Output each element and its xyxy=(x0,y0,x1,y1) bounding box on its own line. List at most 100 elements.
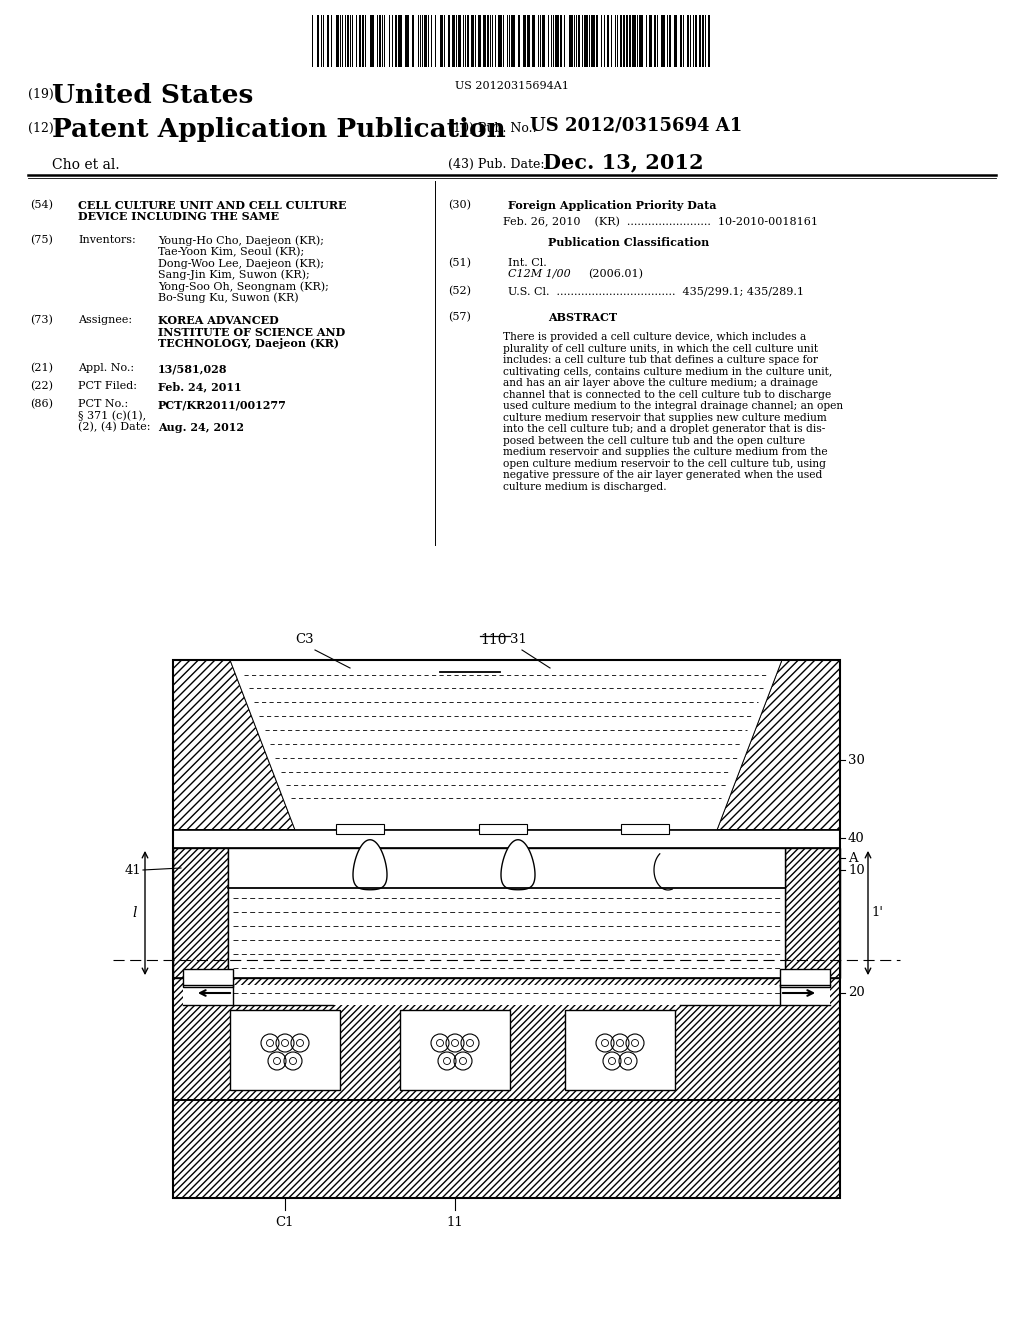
Text: Cho et al.: Cho et al. xyxy=(52,158,120,172)
Text: (75): (75) xyxy=(30,235,53,246)
Text: Feb. 24, 2011: Feb. 24, 2011 xyxy=(158,381,242,392)
Text: Tae-Yoon Kim, Seoul (KR);: Tae-Yoon Kim, Seoul (KR); xyxy=(158,247,304,257)
Text: plurality of cell culture units, in which the cell culture unit: plurality of cell culture units, in whic… xyxy=(503,343,818,354)
Text: 40: 40 xyxy=(848,832,864,845)
Bar xyxy=(695,15,697,67)
Text: Dec. 13, 2012: Dec. 13, 2012 xyxy=(543,152,703,172)
Bar xyxy=(412,15,414,67)
Bar xyxy=(699,15,701,67)
Bar xyxy=(708,15,710,67)
Bar xyxy=(584,15,588,67)
Text: Feb. 26, 2010    (KR)  ........................  10-2010-0018161: Feb. 26, 2010 (KR) .....................… xyxy=(503,218,818,227)
Bar xyxy=(702,15,705,67)
Bar xyxy=(511,15,515,67)
Bar xyxy=(173,978,840,1100)
Bar xyxy=(591,15,595,67)
Polygon shape xyxy=(230,660,782,830)
Text: 1': 1' xyxy=(871,907,883,920)
Bar xyxy=(785,847,840,978)
Bar xyxy=(173,847,228,978)
Text: Patent Application Publication: Patent Application Publication xyxy=(52,117,506,143)
Bar xyxy=(230,1010,340,1090)
Bar xyxy=(674,15,677,67)
Bar xyxy=(623,15,625,67)
Text: U.S. Cl.  ..................................  435/299.1; 435/289.1: U.S. Cl. ...............................… xyxy=(508,286,804,296)
Text: (22): (22) xyxy=(30,381,53,391)
Bar xyxy=(532,15,535,67)
Text: PCT No.:: PCT No.: xyxy=(78,399,128,409)
Polygon shape xyxy=(353,840,387,890)
Bar xyxy=(370,15,374,67)
Text: and has an air layer above the culture medium; a drainage: and has an air layer above the culture m… xyxy=(503,379,818,388)
Text: includes: a cell culture tub that defines a culture space for: includes: a cell culture tub that define… xyxy=(503,355,818,366)
Text: United States: United States xyxy=(52,83,253,108)
Text: culture medium reservoir that supplies new culture medium: culture medium reservoir that supplies n… xyxy=(503,413,826,422)
Bar xyxy=(527,15,530,67)
Bar xyxy=(560,15,562,67)
Text: US 2012/0315694 A1: US 2012/0315694 A1 xyxy=(530,117,742,135)
Bar xyxy=(336,824,384,834)
Bar xyxy=(578,15,580,67)
Bar xyxy=(452,15,455,67)
Text: (86): (86) xyxy=(30,399,53,409)
Bar xyxy=(183,969,233,987)
Bar xyxy=(639,15,643,67)
Bar xyxy=(317,15,319,67)
Text: 20: 20 xyxy=(848,986,864,999)
Text: 41: 41 xyxy=(124,863,141,876)
Bar xyxy=(362,15,364,67)
Bar xyxy=(620,15,622,67)
Bar xyxy=(687,15,689,67)
Bar xyxy=(596,15,598,67)
Text: TECHNOLOGY, Daejeon (KR): TECHNOLOGY, Daejeon (KR) xyxy=(158,338,339,348)
Bar xyxy=(626,15,628,67)
Text: ABSTRACT: ABSTRACT xyxy=(548,312,617,322)
Text: DEVICE INCLUDING THE SAME: DEVICE INCLUDING THE SAME xyxy=(78,211,280,223)
Polygon shape xyxy=(501,840,535,890)
Text: Sang-Jin Kim, Suwon (KR);: Sang-Jin Kim, Suwon (KR); xyxy=(158,269,309,280)
Text: A: A xyxy=(848,851,858,865)
Bar xyxy=(173,830,840,847)
Bar xyxy=(607,15,609,67)
Text: 110: 110 xyxy=(480,634,507,647)
Text: (30): (30) xyxy=(449,201,471,210)
Bar xyxy=(478,15,481,67)
Bar xyxy=(498,15,502,67)
Bar xyxy=(518,15,520,67)
Bar xyxy=(483,15,486,67)
Bar xyxy=(467,15,469,67)
Bar xyxy=(565,1010,675,1090)
Text: Int. Cl.: Int. Cl. xyxy=(508,257,547,268)
Text: § 371 (c)(1),: § 371 (c)(1), xyxy=(78,411,146,421)
Bar xyxy=(228,847,785,978)
Text: into the cell culture tub; and a droplet generator that is dis-: into the cell culture tub; and a droplet… xyxy=(503,424,825,434)
Text: There is provided a cell culture device, which includes a: There is provided a cell culture device,… xyxy=(503,333,806,342)
Bar xyxy=(621,824,669,834)
Bar xyxy=(398,15,402,67)
Text: Aug. 24, 2012: Aug. 24, 2012 xyxy=(158,422,244,433)
Text: (54): (54) xyxy=(30,201,53,210)
Bar xyxy=(359,15,361,67)
Bar xyxy=(173,660,840,1199)
Text: Young-Ho Cho, Daejeon (KR);: Young-Ho Cho, Daejeon (KR); xyxy=(158,235,324,246)
Text: Bo-Sung Ku, Suwon (KR): Bo-Sung Ku, Suwon (KR) xyxy=(158,293,299,304)
Bar xyxy=(654,15,656,67)
Text: C3: C3 xyxy=(296,634,314,645)
Bar xyxy=(471,15,474,67)
Text: C1: C1 xyxy=(275,1216,294,1229)
Text: Publication Classification: Publication Classification xyxy=(548,236,710,248)
Text: posed between the cell culture tub and the open culture: posed between the cell culture tub and t… xyxy=(503,436,805,446)
Bar xyxy=(629,15,631,67)
Bar xyxy=(440,15,443,67)
Bar xyxy=(400,1010,510,1090)
Text: 31: 31 xyxy=(510,634,526,645)
Text: 13/581,028: 13/581,028 xyxy=(158,363,227,374)
Text: US 20120315694A1: US 20120315694A1 xyxy=(455,81,569,91)
Bar xyxy=(542,15,545,67)
Bar xyxy=(662,15,665,67)
Bar xyxy=(449,15,450,67)
Text: CELL CULTURE UNIT AND CELL CULTURE: CELL CULTURE UNIT AND CELL CULTURE xyxy=(78,201,346,211)
Bar xyxy=(327,15,329,67)
Text: PCT Filed:: PCT Filed: xyxy=(78,381,137,391)
Text: (21): (21) xyxy=(30,363,53,374)
